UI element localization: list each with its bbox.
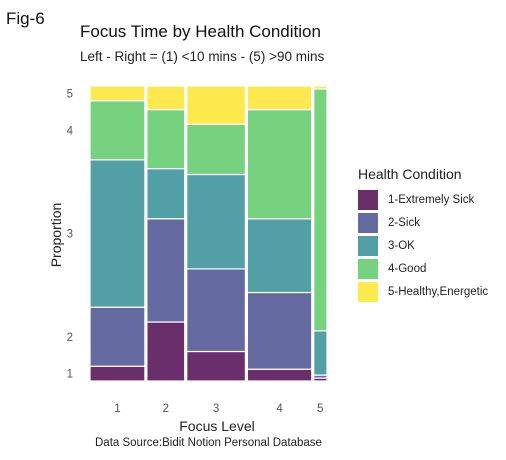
mosaic-tiles: [89, 85, 328, 382]
y-tick-label: 3: [67, 229, 73, 241]
tile-2-2: [146, 218, 186, 323]
y-tick-labels: 1 2 3 4 5: [67, 88, 74, 380]
x-tick-label: 5: [317, 403, 323, 415]
tile-3-5: [186, 85, 247, 125]
x-tick-labels: 1 2 3 4 5: [114, 403, 323, 415]
legend-label: 1-Extremely Sick: [388, 193, 475, 206]
legend-item: 2-Sick: [358, 211, 488, 234]
legend-item: 5-Healthy,Energetic: [358, 280, 488, 303]
legend-title: Health Condition: [358, 166, 462, 182]
tile-5-5: [313, 85, 328, 90]
tile-4-1: [246, 368, 313, 382]
tile-4-5: [246, 85, 313, 111]
tile-5-3: [313, 330, 328, 376]
tile-3-1: [186, 350, 247, 382]
tile-1-4: [89, 100, 146, 161]
y-tick-label: 4: [67, 125, 74, 137]
y-tick-label: 1: [67, 369, 73, 381]
tile-2-3: [146, 168, 186, 220]
figure-label: Fig-6: [6, 9, 45, 28]
x-tick-label: 3: [213, 403, 219, 415]
tile-2-4: [146, 108, 186, 170]
legend-swatch: [358, 189, 378, 210]
legend-label: 2-Sick: [388, 216, 420, 229]
x-tick-label: 1: [114, 403, 120, 415]
legend-swatch: [358, 235, 378, 256]
legend-item: 4-Good: [358, 257, 488, 280]
tile-1-5: [89, 85, 146, 102]
tile-3-4: [186, 123, 247, 176]
legend-swatch: [358, 212, 378, 233]
tile-3-2: [186, 268, 247, 353]
chart-subtitle: Left - Right = (1) <10 mins - (5) >90 mi…: [80, 49, 325, 64]
y-tick-label: 2: [67, 332, 73, 344]
legend: Health Condition 1-Extremely Sick 2-Sick 3…: [358, 166, 488, 303]
tile-4-4: [246, 108, 313, 220]
tile-1-1: [89, 365, 146, 382]
legend-swatch: [358, 281, 378, 302]
tile-1-2: [89, 306, 146, 367]
legend-label: 5-Healthy,Energetic: [388, 285, 489, 298]
tile-2-1: [146, 321, 186, 382]
tile-3-3: [186, 173, 247, 270]
tile-4-3: [246, 218, 313, 294]
legend-label: 3-OK: [388, 239, 415, 252]
tile-4-2: [246, 291, 313, 370]
legend-item: 3-OK: [358, 234, 488, 257]
y-tick-label: 5: [67, 88, 73, 100]
x-axis-label: Focus Level: [179, 418, 254, 434]
legend-item: 1-Extremely Sick: [358, 188, 488, 211]
tile-2-5: [146, 85, 186, 111]
x-tick-label: 4: [276, 403, 283, 415]
x-tick-label: 2: [163, 403, 169, 415]
y-axis-label: Proportion: [48, 203, 64, 268]
legend-swatch: [358, 258, 378, 279]
legend-label: 4-Good: [388, 262, 427, 275]
tile-5-4: [313, 88, 328, 332]
chart-title: Focus Time by Health Condition: [80, 22, 321, 41]
tile-1-3: [89, 159, 146, 308]
data-source-caption: Data Source:Bidit Notion Personal Databa…: [95, 437, 322, 449]
